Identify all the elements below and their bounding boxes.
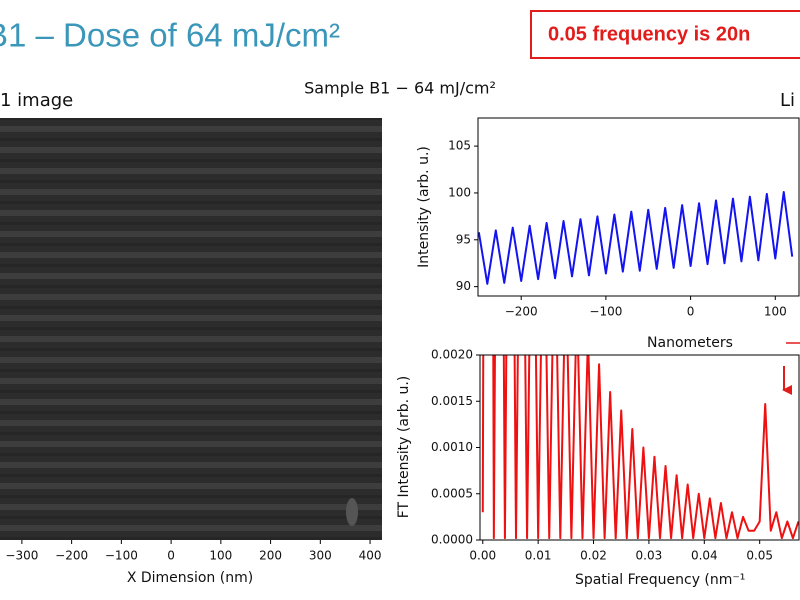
y-tick-label: 105 — [448, 139, 471, 153]
x-tick-label: −100 — [589, 305, 622, 319]
y-axis-label: Intensity (arb. u.) — [416, 146, 432, 268]
callout-text: 0.05 frequency is 20n — [548, 23, 750, 45]
y-tick-label: 0.0020 — [431, 348, 473, 362]
x-axis-label: Nanometers — [647, 335, 733, 351]
x-tick-label: 0.00 — [469, 549, 496, 563]
y-axis-label: FT Intensity (arb. u.) — [396, 376, 412, 519]
x-tick-label: −200 — [505, 305, 538, 319]
x-tick-label: 100 — [209, 549, 232, 563]
x-tick-label: 0.03 — [636, 549, 663, 563]
x-tick-label: −300 — [5, 549, 38, 563]
x-tick-label: 0.05 — [746, 549, 773, 563]
x-tick-label: 0.02 — [580, 549, 607, 563]
x-axis-label: X Dimension (nm) — [127, 570, 253, 586]
y-tick-label: 0.0000 — [431, 533, 473, 547]
plot-frame — [477, 117, 800, 297]
callout-box — [530, 10, 800, 59]
x-tick-label: 400 — [359, 549, 382, 563]
chart-title: Li — [780, 90, 795, 111]
slide-title: B1 – Dose of 64 mJ/cm² — [0, 17, 340, 54]
x-tick-label: −200 — [55, 549, 88, 563]
y-tick-label: 0.0005 — [431, 486, 473, 500]
x-tick-label: 300 — [309, 549, 332, 563]
x-tick-label: −100 — [105, 549, 138, 563]
y-tick-label: 90 — [456, 279, 471, 293]
x-tick-label: 100 — [764, 305, 787, 319]
y-tick-label: 100 — [448, 185, 471, 199]
x-tick-label: 0.04 — [691, 549, 718, 563]
x-tick-label: 0.01 — [525, 549, 552, 563]
y-tick-label: 95 — [456, 232, 471, 246]
figure-suptitle: Sample B1 − 64 mJ/cm² — [304, 79, 496, 98]
x-tick-label: 0 — [167, 549, 175, 563]
chart-title: 1 image — [0, 90, 73, 111]
x-axis-label: Spatial Frequency (nm⁻¹ — [575, 572, 745, 588]
x-tick-label: 200 — [259, 549, 282, 563]
y-tick-label: 0.0015 — [431, 394, 473, 408]
data-line — [481, 355, 799, 540]
sem-image — [0, 118, 382, 540]
data-line — [478, 191, 794, 285]
x-tick-label: 0 — [687, 305, 695, 319]
image-speck — [346, 498, 358, 526]
y-tick-label: 0.0010 — [431, 440, 473, 454]
